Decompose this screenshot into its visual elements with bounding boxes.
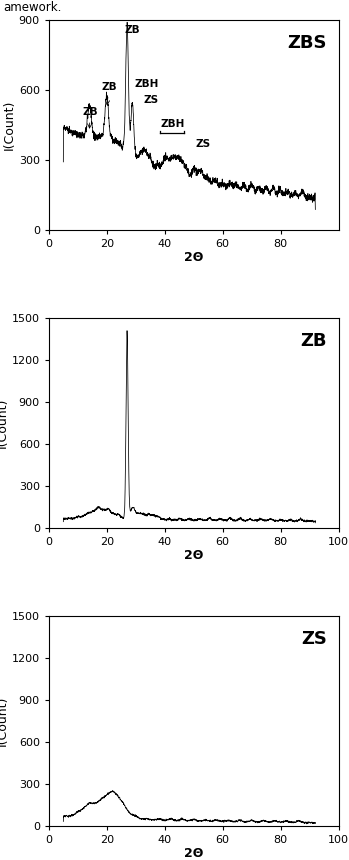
Text: amework.: amework. [3,1,62,15]
Text: ZS: ZS [143,95,158,105]
X-axis label: 2Θ: 2Θ [184,550,203,562]
Text: ZB: ZB [124,25,140,34]
Y-axis label: I(Count): I(Count) [3,100,16,150]
Text: ZB: ZB [101,82,117,105]
X-axis label: 2Θ: 2Θ [184,847,203,860]
Text: ZBS: ZBS [288,34,327,52]
Text: ZS: ZS [301,630,327,648]
Text: ZB: ZB [300,333,327,351]
X-axis label: 2Θ: 2Θ [184,251,203,264]
Y-axis label: I(Count): I(Count) [0,696,9,746]
Y-axis label: I(Count): I(Count) [0,397,9,448]
Text: ZBH: ZBH [161,119,185,129]
Text: ZS: ZS [195,138,210,149]
Text: ZB: ZB [82,108,98,128]
Text: ZBH: ZBH [134,79,159,89]
